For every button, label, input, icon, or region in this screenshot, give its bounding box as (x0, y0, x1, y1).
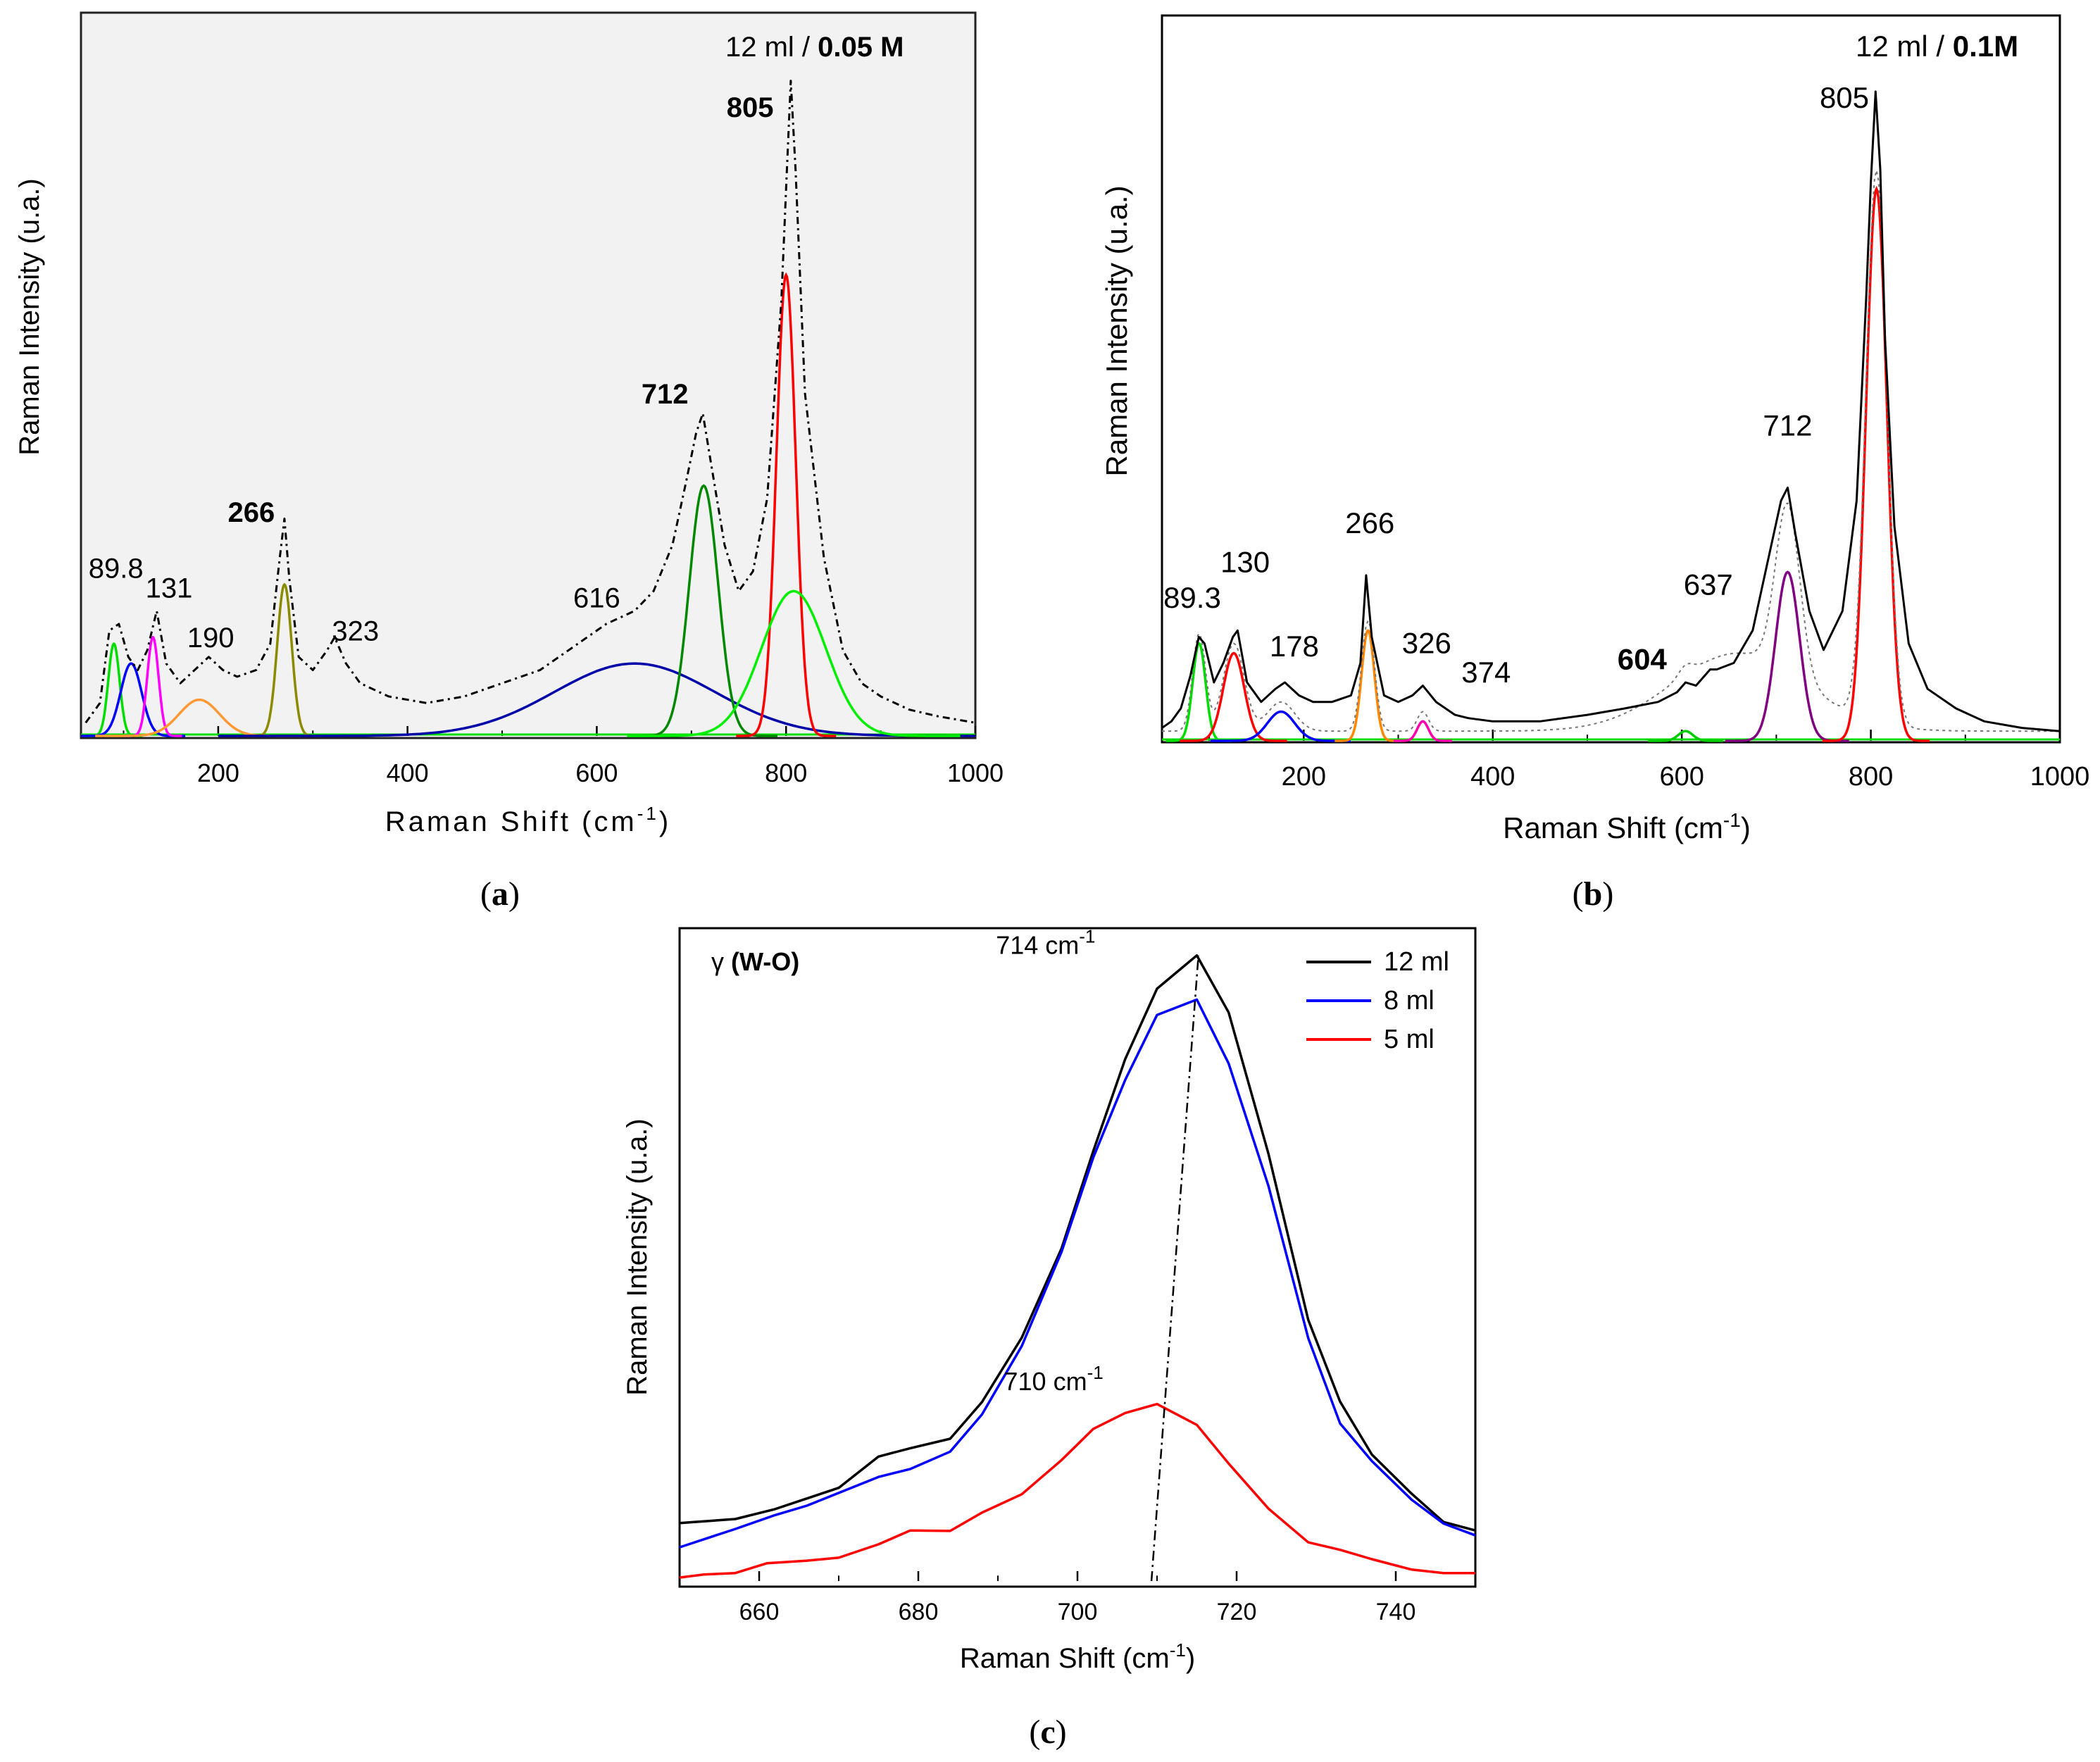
measured-spectrum-line (85, 80, 976, 724)
fit-component-peak (1335, 629, 1401, 742)
legend-label: 12 ml (1384, 947, 1449, 977)
legend-label: 5 ml (1384, 1025, 1435, 1054)
x-tick-label: 800 (1849, 762, 1893, 792)
panel-c-title: γ (W-O) (711, 947, 799, 976)
x-tick-label: 400 (1470, 762, 1515, 792)
panel-c-xlabel: Raman Shift (cm-1) (960, 1639, 1195, 1674)
peak-label: 712 (1763, 409, 1812, 442)
panel-c-caption: (c) (1029, 1713, 1066, 1751)
panel-c-ylabel: Raman Intensity (u.a.) (622, 1118, 653, 1396)
legend-label: 8 ml (1384, 986, 1435, 1016)
peak-label: 714 cm-1 (996, 926, 1095, 960)
peak-shift-guide-line (1150, 955, 1200, 1582)
peak-label: 266 (228, 497, 275, 528)
x-tick-label: 700 (1058, 1599, 1098, 1625)
x-tick-label: 680 (899, 1599, 939, 1625)
peak-label: 604 (1618, 643, 1668, 676)
peak-label: 89.3 (1163, 581, 1221, 614)
peak-label: 130 (1220, 545, 1270, 578)
fit-component-peak (218, 662, 975, 737)
series-line (679, 1402, 1475, 1579)
panel-c-frame (678, 927, 1477, 1588)
peak-label: 326 (1402, 627, 1451, 660)
panel-b-caption: (b) (1573, 875, 1614, 913)
peak-label: 190 (187, 623, 235, 654)
x-tick-label: 660 (739, 1599, 780, 1625)
peak-label: 616 (573, 583, 620, 614)
fit-component-peak (1648, 730, 1723, 742)
fit-component-peak (627, 589, 961, 737)
panel-a-ylabel: Raman Intensity (u.a.) (14, 178, 45, 456)
panel-b-title: 12 ml / 0.1M (1856, 30, 2018, 63)
x-tick-label: 200 (1282, 762, 1326, 792)
fit-component-peak (1394, 720, 1452, 742)
panel-b-ylabel: Raman Intensity (u.a.) (1100, 185, 1133, 476)
panel-b-xlabel: Raman Shift (cm-1) (1503, 809, 1751, 844)
panel-a-frame (80, 11, 977, 739)
peak-label: 805 (1820, 81, 1869, 114)
panel-a-title: 12 ml / 0.05 M (725, 32, 904, 63)
peak-label: 323 (332, 616, 379, 646)
fit-component-peak (1822, 185, 1930, 742)
peak-label: 805 (727, 92, 774, 123)
x-tick-label: 1000 (947, 758, 1004, 787)
x-tick-label: 720 (1217, 1599, 1257, 1625)
x-tick-label: 1000 (2030, 762, 2090, 792)
peak-label: 637 (1684, 568, 1733, 601)
x-tick-label: 200 (197, 758, 239, 787)
measured-spectrum-line (1161, 90, 2061, 732)
peak-label: 710 cm-1 (1004, 1362, 1104, 1396)
panel-a-caption: (a) (480, 875, 520, 913)
x-tick-label: 400 (387, 758, 429, 787)
panel-a-xlabel: Raman Shift (cm-1) (385, 803, 671, 837)
series-line (679, 954, 1476, 1532)
fit-component-peak (736, 272, 837, 737)
peak-label: 374 (1461, 656, 1511, 689)
peak-label: 712 (642, 379, 689, 410)
panel-c: 660 680 700 720 740 12 ml 8 ml 5 ml 714 cm-1 710 … (622, 926, 1477, 1751)
fit-component-peak (1180, 651, 1287, 742)
x-tick-label: 800 (765, 758, 807, 787)
fit-component-peak (1210, 710, 1351, 742)
x-tick-label: 740 (1376, 1599, 1416, 1625)
x-tick-label: 600 (575, 758, 618, 787)
peak-label: 178 (1270, 630, 1319, 663)
panel-b-frame (1161, 14, 2061, 744)
peak-label: 131 (146, 573, 193, 604)
series-line (679, 998, 1476, 1549)
peak-label: 266 (1345, 506, 1394, 539)
x-tick-label: 600 (1659, 762, 1704, 792)
peak-label: 89.8 (89, 554, 144, 585)
